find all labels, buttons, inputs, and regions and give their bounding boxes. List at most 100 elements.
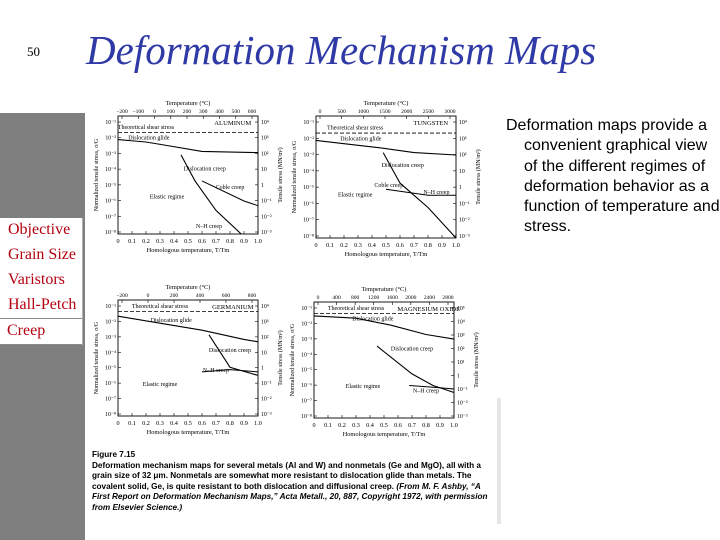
x-tick-label: 0.9 (438, 242, 446, 249)
region-label: Theoretical shear stress (327, 125, 384, 131)
nav-item-hall-petch[interactable]: Hall-Petch (8, 296, 77, 313)
y-tick-label: 10⁻³ (105, 151, 116, 157)
top-tick-label: 0 (147, 293, 150, 299)
y-tick-label: 10⁻¹ (105, 120, 116, 126)
right-tick-label: 10³ (459, 136, 467, 142)
top-tick-label: 600 (248, 109, 257, 115)
x-tick-label: 0.3 (156, 238, 164, 245)
x-tick-label: 0.2 (338, 422, 346, 429)
x-tick-label: 0.3 (156, 420, 164, 427)
region-label: Dislocation glide (151, 318, 192, 324)
creep-boundary (180, 154, 242, 235)
glide-boundary (315, 139, 457, 156)
region-label: Elastic regime (150, 195, 185, 201)
y-axis-label: Normalized tensile stress, σ/G (94, 321, 100, 394)
region-label: Dislocation creep (382, 163, 424, 169)
region-label: N–H creep (196, 224, 222, 230)
top-tick-label: 0 (317, 295, 320, 301)
x-tick-label: 0.7 (212, 420, 220, 427)
deformation-maps-figure: 0 0.1 0.2 0.3 0.4 0.5 0.6 0.7 0.8 0.9 1.0 Homologou… (88, 88, 498, 528)
region-label: Dislocation glide (352, 317, 393, 323)
plot-frame (117, 115, 259, 235)
top-tick-label: −200 (116, 109, 128, 115)
x-tick-label: 0.5 (184, 238, 192, 245)
region-label: Elastic regime (338, 193, 373, 199)
top-tick-label: 2800 (442, 295, 453, 301)
region-label: Elastic regime (143, 382, 178, 388)
y-tick-label: 10⁻⁴ (105, 167, 116, 173)
figure-caption: Figure 7.15 Deformation mechanism maps f… (92, 450, 498, 514)
right-tick-label: 1 (457, 374, 460, 380)
region-label: Dislocation glide (340, 136, 381, 142)
y-tick-label: 10⁻¹ (301, 306, 312, 312)
right-tick-label: 10² (457, 347, 465, 353)
y-tick-label: 10⁻² (303, 136, 314, 142)
y-tick-label: 10⁻³ (303, 153, 314, 159)
x-tick-label: 0.3 (352, 422, 360, 429)
creep-boundary (208, 334, 259, 376)
x-tick-label: 0.5 (184, 420, 192, 427)
right-tick-label: 10⁻³ (459, 234, 470, 240)
right-tick-label: 1 (459, 185, 462, 191)
x-axis-label: Homologous temperature, T/Tm (345, 251, 428, 258)
right-tick-label: 10² (261, 335, 269, 341)
caption-body: Deformation mechanism maps for several m… (92, 460, 481, 491)
top-tick-label: 1000 (358, 109, 369, 115)
x-tick-label: 0.9 (240, 420, 248, 427)
nav-item-objective[interactable]: Objective (8, 221, 71, 238)
x-tick-label: 0.9 (240, 238, 248, 245)
y-tick-label: 10⁻⁵ (105, 183, 116, 189)
right-tick-label: 10¹ (457, 360, 465, 366)
x-tick-label: 1.0 (452, 242, 460, 249)
top-tick-label: 0 (153, 109, 156, 115)
map-title: GERMANIUM (212, 304, 254, 311)
right-tick-label: 10 (261, 350, 267, 356)
region-label: Theoretical shear stress (132, 304, 189, 310)
diffusional-boundary (385, 188, 456, 196)
y-tick-label: 10⁻⁷ (105, 214, 116, 220)
nav-item-varistors[interactable]: Varistors (8, 271, 65, 288)
top-tick-label: 2500 (423, 109, 434, 115)
x-tick-label: 0 (314, 242, 317, 249)
y-tick-label: 10⁻⁴ (301, 352, 312, 358)
figure-edge (497, 398, 501, 524)
right-tick-label: 10⁻¹ (457, 387, 468, 393)
region-label: Dislocation creep (184, 166, 226, 172)
nav-item-grain-size[interactable]: Grain Size (8, 246, 76, 263)
right-tick-label: 10⁻² (261, 397, 272, 403)
y-tick-label: 10⁻² (105, 319, 116, 325)
x-axis-label: Homologous temperature, T/Tm (343, 431, 426, 438)
right-tick-label: 10² (459, 153, 467, 159)
y-tick-label: 10⁻² (105, 136, 116, 142)
x-tick-label: 0.1 (326, 242, 334, 249)
glide-boundary (117, 315, 259, 343)
region-label: Elastic regime (346, 384, 381, 390)
x-tick-label: 0.6 (198, 420, 206, 427)
x-axis-label: Homologous temperature, T/Tm (147, 429, 230, 436)
x-tick-label: 0.6 (394, 422, 402, 429)
x-tick-label: 0 (116, 420, 119, 427)
right-tick-label: 10⁻³ (261, 412, 272, 418)
region-label: Dislocation glide (128, 136, 169, 142)
x-tick-label: 0.2 (340, 242, 348, 249)
region-label: Dislocation creep (209, 348, 251, 354)
region-label: N–H creep (413, 388, 439, 394)
x-tick-label: 0.8 (226, 238, 234, 245)
top-tick-label: 800 (351, 295, 360, 301)
top-tick-label: 2000 (405, 295, 416, 301)
map-title: ALUMINUM (214, 120, 251, 127)
top-tick-label: −100 (132, 109, 144, 115)
right-tick-label: 10⁻¹ (261, 381, 272, 387)
right-tick-label: 10⁻² (457, 401, 468, 407)
nav-item-creep[interactable]: Creep (0, 318, 82, 345)
right-tick-label: 10² (261, 151, 269, 157)
right-tick-label: 10⁴ (457, 320, 465, 326)
right-tick-label: 10⁻¹ (261, 199, 272, 205)
x-tick-label: 0.7 (410, 242, 418, 249)
y-tick-label: 10⁻⁸ (105, 412, 116, 418)
diffusional-boundary (201, 369, 259, 373)
region-label: Coble creep (216, 185, 245, 191)
top-tick-label: 1500 (379, 109, 390, 115)
right-tick-label: 10³ (261, 319, 269, 325)
caption-label: Figure 7.15 (92, 450, 136, 459)
